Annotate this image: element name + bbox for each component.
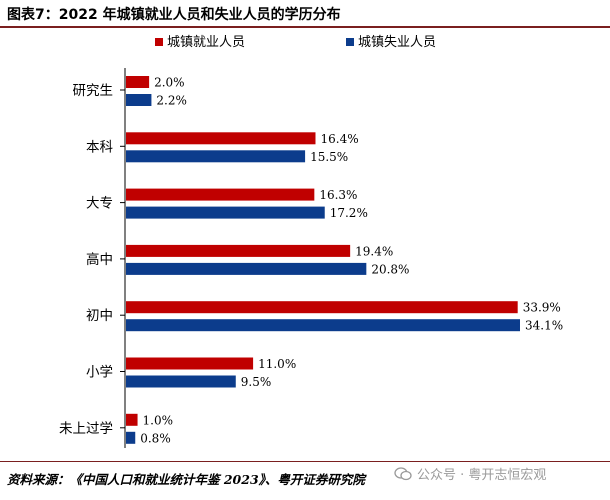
- chart-title: 图表7：2022 年城镇就业人员和失业人员的学历分布: [7, 7, 341, 23]
- bar-employed: [126, 357, 254, 370]
- title-rule: [0, 26, 610, 28]
- legend: 城镇就业人员 城镇失业人员: [155, 35, 436, 50]
- watermark-text: 公众号 · 粤开志恒宏观: [417, 468, 547, 483]
- category-label: 研究生: [73, 83, 114, 99]
- bar-unemployed: [126, 150, 306, 163]
- category-label: 初中: [86, 307, 113, 324]
- legend-swatch-0: [155, 38, 163, 46]
- legend-label-0: 城镇就业人员: [167, 35, 245, 50]
- data-label: 17.2%: [330, 206, 368, 220]
- data-label: 11.0%: [258, 357, 296, 371]
- data-label: 9.5%: [241, 375, 271, 389]
- data-label: 19.4%: [355, 244, 393, 258]
- bar-unemployed: [126, 319, 520, 332]
- bar-employed: [126, 76, 150, 88]
- legend-swatch-1: [346, 38, 354, 46]
- legend-label-1: 城镇失业人员: [358, 35, 436, 50]
- category-label: 高中: [86, 251, 113, 268]
- footer-rule: [0, 461, 610, 462]
- category-label: 本科: [86, 139, 113, 155]
- data-label: 2.2%: [156, 94, 187, 108]
- bar-employed: [126, 301, 518, 314]
- bar-employed: [126, 188, 315, 201]
- wechat-icon: [394, 466, 412, 480]
- data-label: 34.1%: [525, 319, 563, 333]
- data-label: 33.9%: [523, 301, 561, 315]
- category-label: 大专: [86, 196, 113, 212]
- bar-employed: [126, 244, 351, 257]
- category-label: 未上过学: [59, 421, 113, 437]
- bars-group: 研究生 2.0% 2.2% 本科 16.4% 15.5% 大专 16.3% 17.2% 高中 19.…: [59, 76, 563, 446]
- watermark: 公众号 · 粤开志恒宏观: [394, 464, 546, 483]
- data-label: 16.3%: [319, 188, 357, 202]
- bar-unemployed: [126, 94, 152, 106]
- bar-chart: 城镇就业人员 城镇失业人员 研究生 2.0% 2.2% 本科 16.4% 15.5% 大专 16…: [59, 35, 563, 448]
- data-label: 16.4%: [320, 132, 358, 146]
- bar-employed: [126, 132, 316, 145]
- data-label: 20.8%: [371, 262, 409, 276]
- bar-unemployed: [126, 375, 236, 388]
- bar-unemployed: [126, 206, 325, 219]
- source-note: 资料来源：《中国人口和就业统计年鉴 2023》、粤开证券研究院: [7, 472, 365, 487]
- bar-unemployed: [126, 262, 367, 275]
- data-label: 1.0%: [143, 413, 174, 427]
- data-label: 2.0%: [154, 76, 185, 90]
- data-label: 0.8%: [140, 431, 171, 445]
- data-label: 15.5%: [310, 150, 348, 164]
- bar-employed: [126, 413, 138, 426]
- bar-unemployed: [126, 431, 136, 444]
- category-label: 小学: [86, 365, 113, 381]
